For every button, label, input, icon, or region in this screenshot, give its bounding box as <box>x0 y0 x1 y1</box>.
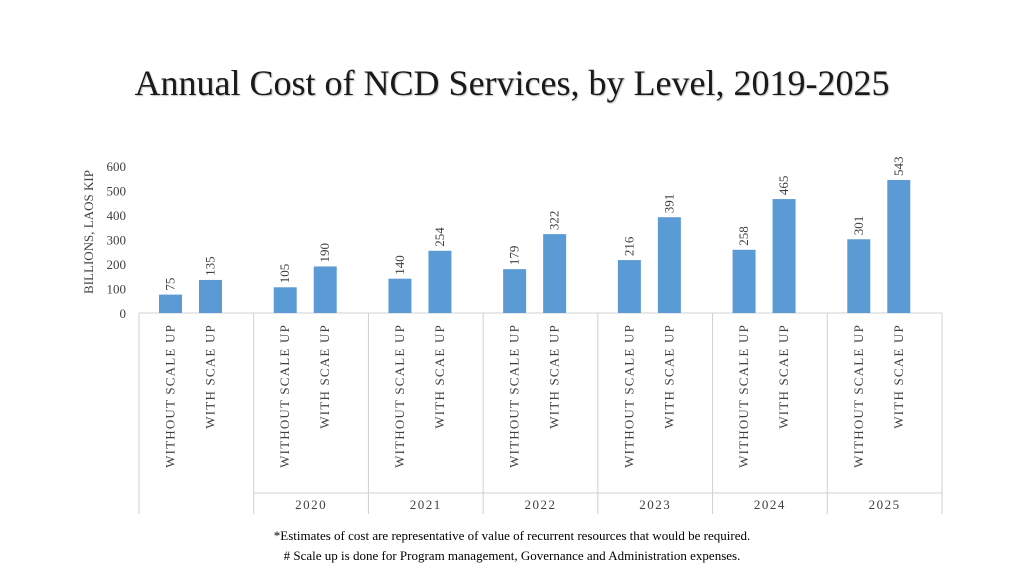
bar <box>887 179 911 313</box>
data-label: 135 <box>203 256 218 276</box>
data-label: 465 <box>776 176 791 196</box>
data-label: 301 <box>851 216 866 236</box>
footnote-estimates: *Estimates of cost are representative of… <box>273 528 751 543</box>
category-label: WITH SCAE UP <box>547 324 562 429</box>
category-label: WITHOUT SCALE UP <box>621 324 636 468</box>
data-label: 258 <box>736 226 751 246</box>
data-label: 254 <box>432 227 447 247</box>
category-label: WITH SCAE UP <box>776 324 791 429</box>
bar <box>388 278 412 313</box>
data-label: 190 <box>317 243 332 263</box>
year-label: 2022 <box>525 497 557 512</box>
category-label: WITHOUT SCALE UP <box>736 324 751 468</box>
y-axis-label: BILLIONS, LAOS KIP <box>81 170 96 294</box>
bar <box>772 199 796 313</box>
y-tick-label: 300 <box>107 233 127 248</box>
data-label: 391 <box>661 194 676 214</box>
bar <box>847 239 871 313</box>
bar <box>732 249 756 313</box>
category-label: WITHOUT SCALE UP <box>851 324 866 468</box>
y-tick-label: 400 <box>107 208 127 223</box>
year-label: 2024 <box>754 497 786 512</box>
category-label: WITH SCAE UP <box>203 324 218 429</box>
year-label: 2023 <box>639 497 671 512</box>
bar <box>543 234 567 313</box>
category-label: WITH SCAE UP <box>891 324 906 429</box>
y-tick-label: 600 <box>107 159 127 174</box>
data-label: 322 <box>547 211 562 231</box>
bar <box>503 269 527 313</box>
year-label: 2021 <box>410 497 442 512</box>
category-label: WITHOUT SCALE UP <box>277 324 292 468</box>
data-label: 140 <box>392 255 407 275</box>
bar <box>159 294 182 313</box>
category-label: WITH SCAE UP <box>317 324 332 429</box>
data-label: 216 <box>621 236 636 256</box>
data-label: 179 <box>507 246 522 266</box>
bar <box>199 279 222 313</box>
category-label: WITHOUT SCALE UP <box>507 324 522 468</box>
y-tick-label: 500 <box>107 184 127 199</box>
chart-title: Annual Cost of NCD Services, by Level, 2… <box>134 63 890 103</box>
bar <box>428 250 452 313</box>
bar <box>313 266 337 313</box>
y-tick-label: 0 <box>120 306 127 321</box>
bar <box>273 287 297 313</box>
bar <box>617 260 641 313</box>
y-tick-label: 200 <box>107 257 127 272</box>
year-label: 2025 <box>869 497 901 512</box>
footnote-scale-up: # Scale up is done for Program managemen… <box>283 548 741 563</box>
bar <box>657 217 681 313</box>
data-label: 543 <box>891 156 906 176</box>
category-label: WITHOUT SCALE UP <box>163 324 178 468</box>
bar-chart: BILLIONS, LAOS KIP 0 100 200 300 400 500 600 75 W… <box>81 156 943 514</box>
category-label: WITH SCAE UP <box>661 324 676 429</box>
year-label: 2020 <box>295 497 327 512</box>
y-tick-label: 100 <box>107 282 127 297</box>
category-label: WITH SCAE UP <box>432 324 447 429</box>
data-label: 75 <box>163 278 178 291</box>
category-label: WITHOUT SCALE UP <box>392 324 407 468</box>
data-label: 105 <box>277 264 292 284</box>
